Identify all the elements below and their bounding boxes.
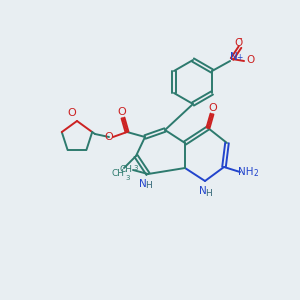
Text: O: O — [118, 107, 126, 117]
Text: 2: 2 — [254, 169, 258, 178]
Text: N: N — [139, 179, 147, 189]
Text: +: + — [236, 52, 242, 62]
Text: CH: CH — [119, 166, 133, 175]
Text: O: O — [68, 108, 76, 118]
Text: -: - — [238, 33, 242, 43]
Text: O: O — [105, 132, 113, 142]
Text: NH: NH — [238, 167, 254, 177]
Text: N: N — [230, 52, 238, 62]
Text: 3: 3 — [134, 165, 138, 171]
Text: O: O — [234, 38, 242, 48]
Text: H: H — [146, 182, 152, 190]
Text: O: O — [208, 103, 217, 113]
Text: N: N — [199, 186, 207, 196]
Text: H: H — [206, 188, 212, 197]
Text: CH: CH — [112, 169, 124, 178]
Text: O: O — [246, 55, 254, 65]
Text: 3: 3 — [126, 175, 130, 181]
